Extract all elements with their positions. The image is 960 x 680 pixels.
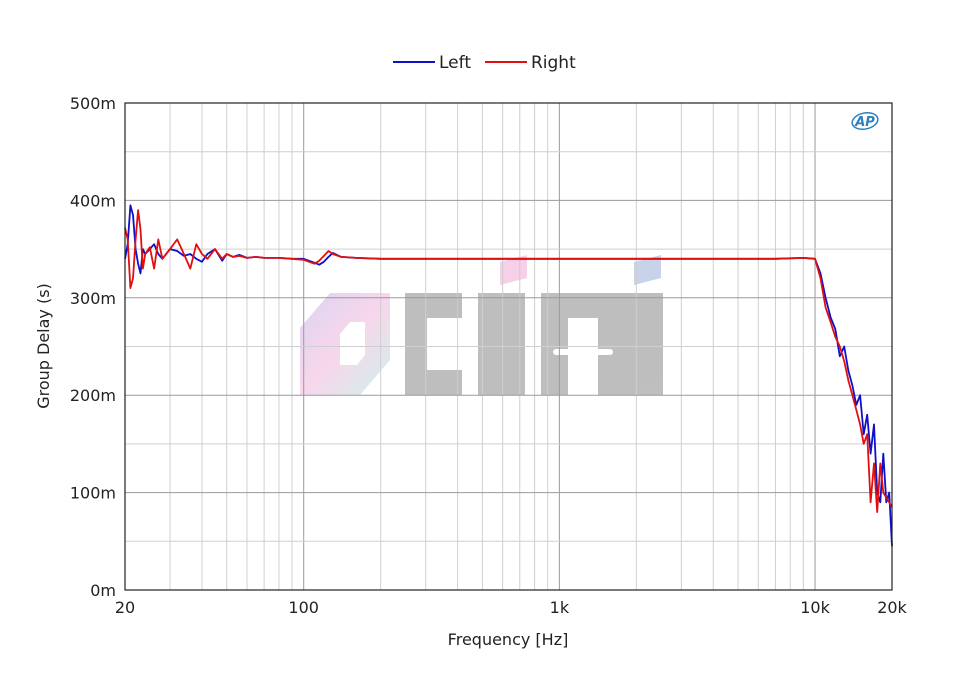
x-axis-label: Frequency [Hz] bbox=[448, 630, 569, 649]
grid-lines bbox=[125, 103, 892, 590]
y-tick-label: 200m bbox=[70, 386, 116, 405]
x-tick-label: 20k bbox=[877, 598, 907, 617]
legend-label-left: Left bbox=[439, 53, 471, 73]
y-tick-label: 100m bbox=[70, 484, 116, 503]
series-line-right bbox=[124, 209, 893, 513]
y-axis-label: Group Delay (s) bbox=[34, 283, 53, 409]
x-tick-label: 10k bbox=[800, 598, 830, 617]
x-tick-labels: 20 100 1k 10k 20k bbox=[115, 598, 908, 617]
plot-border bbox=[124, 102, 893, 591]
x-tick-label: 100 bbox=[288, 598, 319, 617]
y-tick-labels: 0m 100m 200m 300m 400m 500m bbox=[70, 94, 116, 600]
x-tick-label: 1k bbox=[550, 598, 570, 617]
y-tick-label: 300m bbox=[70, 289, 116, 308]
y-tick-label: 400m bbox=[70, 191, 116, 210]
series-lines bbox=[124, 204, 893, 547]
y-tick-label: 500m bbox=[70, 94, 116, 113]
ap-logo-text: AP bbox=[854, 115, 875, 130]
legend: Left Right bbox=[393, 53, 576, 73]
watermark-logo bbox=[300, 255, 663, 395]
ap-logo: AP bbox=[851, 111, 879, 131]
series-line-left bbox=[124, 204, 893, 547]
x-tick-label: 20 bbox=[115, 598, 135, 617]
y-tick-label: 0m bbox=[90, 581, 116, 600]
legend-label-right: Right bbox=[531, 53, 576, 73]
